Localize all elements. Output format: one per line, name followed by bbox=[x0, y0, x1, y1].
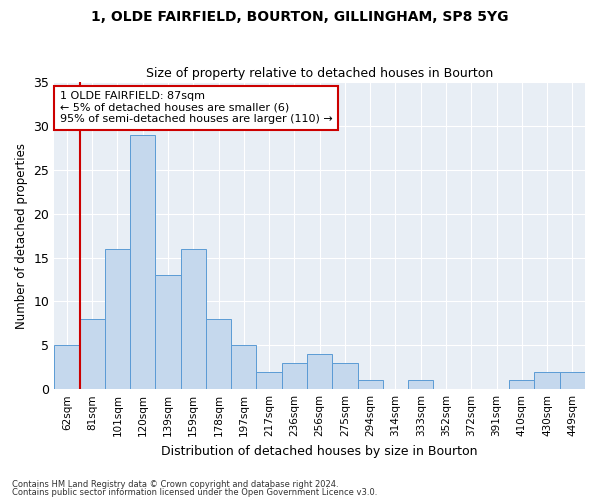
Bar bbox=[307, 354, 332, 389]
Text: Contains public sector information licensed under the Open Government Licence v3: Contains public sector information licen… bbox=[12, 488, 377, 497]
Bar bbox=[358, 380, 383, 389]
Bar bbox=[181, 249, 206, 389]
Bar bbox=[282, 363, 307, 389]
Text: 1 OLDE FAIRFIELD: 87sqm
← 5% of detached houses are smaller (6)
95% of semi-deta: 1 OLDE FAIRFIELD: 87sqm ← 5% of detached… bbox=[59, 92, 332, 124]
Bar bbox=[256, 372, 282, 389]
Bar bbox=[130, 134, 155, 389]
Bar bbox=[54, 346, 80, 389]
Text: 1, OLDE FAIRFIELD, BOURTON, GILLINGHAM, SP8 5YG: 1, OLDE FAIRFIELD, BOURTON, GILLINGHAM, … bbox=[91, 10, 509, 24]
Title: Size of property relative to detached houses in Bourton: Size of property relative to detached ho… bbox=[146, 66, 493, 80]
Text: Contains HM Land Registry data © Crown copyright and database right 2024.: Contains HM Land Registry data © Crown c… bbox=[12, 480, 338, 489]
X-axis label: Distribution of detached houses by size in Bourton: Distribution of detached houses by size … bbox=[161, 444, 478, 458]
Bar bbox=[535, 372, 560, 389]
Bar bbox=[509, 380, 535, 389]
Bar bbox=[332, 363, 358, 389]
Bar bbox=[105, 249, 130, 389]
Y-axis label: Number of detached properties: Number of detached properties bbox=[15, 142, 28, 328]
Bar bbox=[155, 275, 181, 389]
Bar bbox=[560, 372, 585, 389]
Bar bbox=[80, 319, 105, 389]
Bar bbox=[231, 346, 256, 389]
Bar bbox=[408, 380, 433, 389]
Bar bbox=[206, 319, 231, 389]
